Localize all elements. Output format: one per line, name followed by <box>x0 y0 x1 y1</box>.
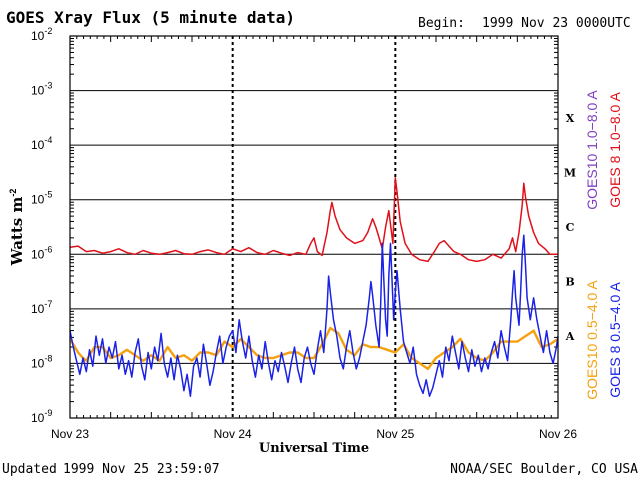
y-tick-exponent: -3 <box>44 81 52 91</box>
credit-text: NOAA/SEC Boulder, CO USA <box>450 462 638 477</box>
begin-label: Begin: <box>418 16 465 31</box>
y-tick-base: 10 <box>31 138 45 152</box>
y-tick-base: 10 <box>31 84 45 98</box>
begin-value: 1999 Nov 23 0000UTC <box>482 16 631 31</box>
x-tick-label: Nov 25 <box>376 427 414 441</box>
y-tick-exponent: -2 <box>44 26 52 36</box>
flare-class-x: X <box>566 112 575 125</box>
series-layer <box>68 177 559 397</box>
plot-frame <box>69 35 559 419</box>
y-tick-base: 10 <box>31 29 45 43</box>
y-tick-label: 10-8 <box>31 353 52 370</box>
series-line-goes8-short <box>69 234 559 397</box>
x-tick-labels: Nov 23 Nov 24 Nov 25 Nov 26 <box>51 427 577 441</box>
legend-goes10-long: GOES10 1.0−8.0 A <box>584 90 600 210</box>
legend-goes10-short: GOES10 0.5−4.0 A <box>584 280 600 400</box>
y-tick-base: 10 <box>31 356 45 370</box>
y-tick-exponent: -4 <box>44 135 52 145</box>
y-tick-label: 10-9 <box>31 408 52 425</box>
flare-class-a: A <box>565 330 575 343</box>
y-tick-label: 10-3 <box>31 81 52 98</box>
y-axis-title: Watts m-2 <box>8 189 26 267</box>
y-tick-label: 10-7 <box>31 299 52 316</box>
legend: GOES10 1.0−8.0 A GOES 8 1.0−8.0 A GOES10 0… <box>584 90 623 400</box>
y-tick-base: 10 <box>31 247 45 261</box>
y-tick-exponent: -7 <box>44 299 52 309</box>
y-tick-base: 10 <box>31 193 45 207</box>
legend-goes8-long: GOES 8 1.0−8.0 A <box>607 92 623 208</box>
y-tick-label: 10-6 <box>31 244 52 261</box>
y-tick-exponent: -9 <box>44 408 52 418</box>
updated-value: 1999 Nov 25 23:59:07 <box>63 462 220 477</box>
x-tick-label: Nov 26 <box>539 427 577 441</box>
y-tick-base: 10 <box>31 302 45 316</box>
series-line-goes8-long <box>69 177 558 263</box>
x-tick-label: Nov 24 <box>214 427 252 441</box>
y-tick-label: 10-5 <box>31 190 52 207</box>
y-axis-title-text: Watts m <box>8 197 26 267</box>
x-tick-label: Nov 23 <box>51 427 89 441</box>
flare-class-c: C <box>566 221 575 234</box>
flare-class-m: M <box>564 166 576 179</box>
chart-title: GOES Xray Flux (5 minute data) <box>6 8 295 27</box>
flare-class-b: B <box>565 276 574 289</box>
flare-class-labels: X M C B A <box>564 112 576 343</box>
y-tick-exponent: -8 <box>44 353 52 363</box>
y-tick-labels: 10-210-310-410-510-610-710-810-9 <box>31 26 52 425</box>
x-axis-title: Universal Time <box>259 441 369 456</box>
y-tick-label: 10-2 <box>31 26 52 43</box>
legend-goes8-short: GOES 8 0.5−4.0 A <box>607 282 623 398</box>
y-tick-base: 10 <box>31 411 45 425</box>
y-tick-exponent: -6 <box>44 244 52 254</box>
gridlines <box>70 37 558 403</box>
y-axis-title-exponent: -2 <box>8 189 18 197</box>
y-tick-label: 10-4 <box>31 135 52 152</box>
updated-label: Updated <box>2 462 57 477</box>
y-tick-exponent: -5 <box>44 190 52 200</box>
